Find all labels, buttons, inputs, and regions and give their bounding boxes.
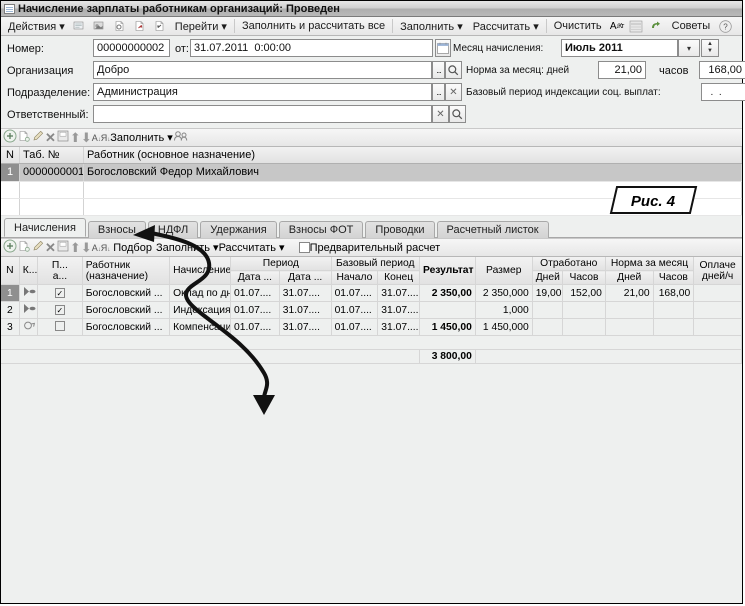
svg-text:Рис. 4: Рис. 4: [631, 193, 676, 210]
svg-text:?: ?: [723, 22, 728, 31]
